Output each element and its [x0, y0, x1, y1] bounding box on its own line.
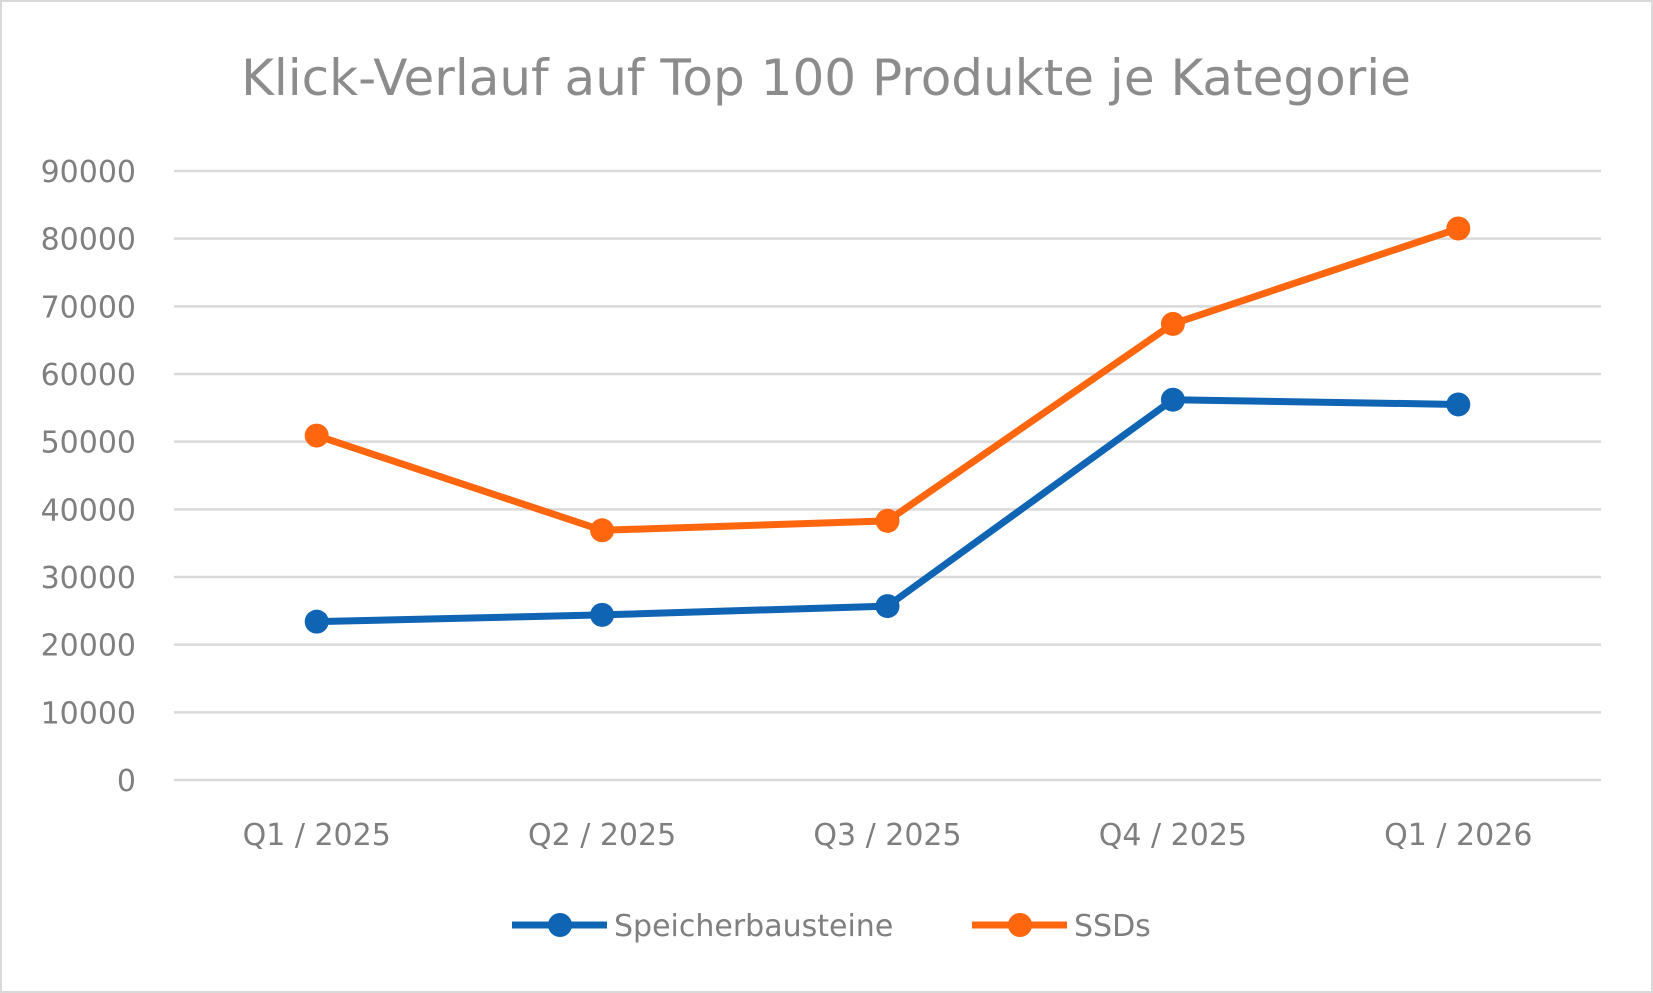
y-tick-label: 30000 — [41, 561, 136, 596]
y-tick-label: 20000 — [41, 629, 136, 664]
y-tick-label: 80000 — [41, 223, 136, 258]
x-tick-label: Q2 / 2025 — [528, 818, 676, 853]
data-point — [590, 602, 615, 627]
y-tick-label: 50000 — [41, 426, 136, 461]
data-point — [1446, 216, 1471, 241]
x-tick-label: Q3 / 2025 — [813, 818, 961, 853]
data-point — [1446, 392, 1471, 417]
legend-label: Speicherbausteine — [614, 909, 893, 944]
legend-marker — [1008, 913, 1032, 937]
y-tick-label: 90000 — [41, 155, 136, 190]
series-line-ssds — [315, 225, 1460, 534]
legend-label: SSDs — [1074, 909, 1151, 944]
x-tick-label: Q1 / 2025 — [243, 818, 391, 853]
x-tick-label: Q1 / 2026 — [1384, 818, 1532, 853]
chart-title: Klick-Verlauf auf Top 100 Produkte je Ka… — [241, 49, 1411, 107]
data-point — [1160, 387, 1185, 412]
y-tick-label: 0 — [117, 764, 136, 799]
y-tick-label: 60000 — [41, 358, 136, 393]
data-point — [304, 423, 329, 448]
y-tick-label: 70000 — [41, 290, 136, 325]
data-point — [590, 518, 615, 543]
legend-marker — [548, 913, 572, 937]
data-point — [1160, 311, 1185, 336]
data-point — [875, 508, 900, 533]
data-point — [304, 609, 329, 634]
x-tick-label: Q4 / 2025 — [1099, 818, 1247, 853]
y-tick-label: 40000 — [41, 493, 136, 528]
y-tick-label: 10000 — [41, 696, 136, 731]
data-point — [875, 594, 900, 619]
